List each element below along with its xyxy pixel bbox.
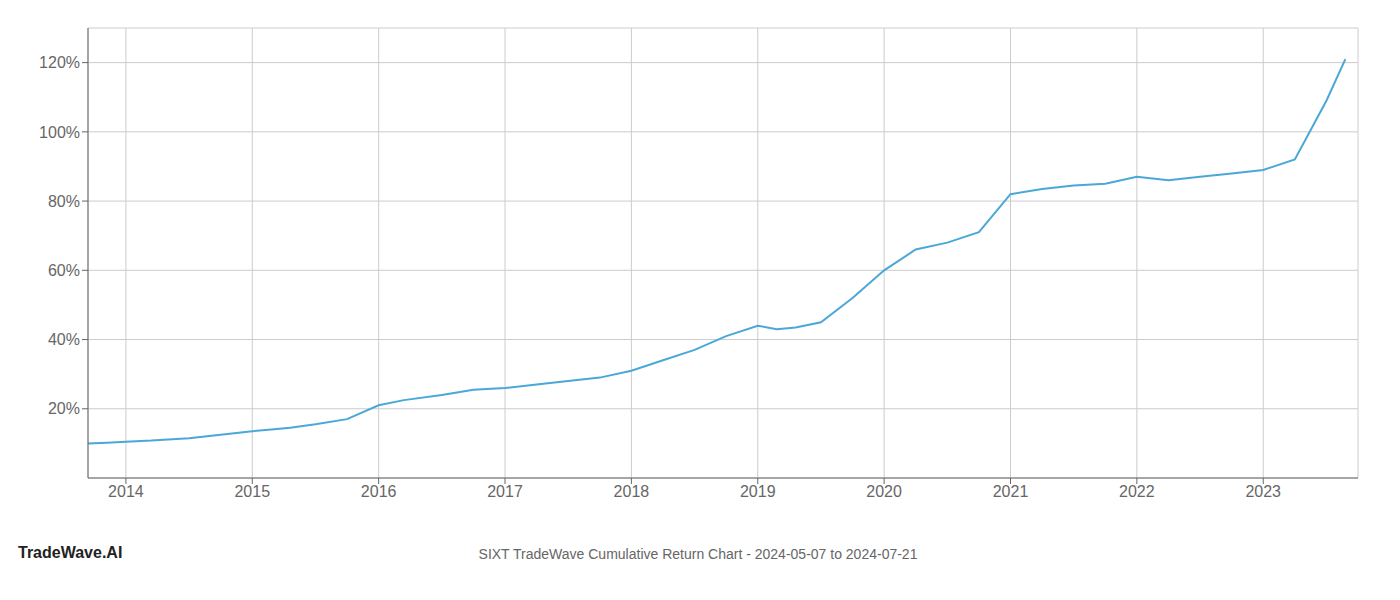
svg-text:2015: 2015 <box>234 483 270 500</box>
svg-text:2016: 2016 <box>361 483 397 500</box>
svg-text:2014: 2014 <box>108 483 144 500</box>
svg-text:120%: 120% <box>39 54 80 71</box>
svg-text:40%: 40% <box>48 331 80 348</box>
html-text:SIXT TradeWave Cumulative Retu: SIXT TradeWave Cumulative Return Chart -… <box>478 546 918 562</box>
svg-text:2019: 2019 <box>740 483 776 500</box>
svg-text:2021: 2021 <box>993 483 1029 500</box>
svg-text:2017: 2017 <box>487 483 523 500</box>
svg-text:60%: 60% <box>48 262 80 279</box>
svg-text:2018: 2018 <box>614 483 650 500</box>
svg-text:2020: 2020 <box>866 483 902 500</box>
html-text:TradeWave.AI: TradeWave.AI <box>18 544 123 561</box>
svg-text:20%: 20% <box>48 400 80 417</box>
svg-text:80%: 80% <box>48 193 80 210</box>
svg-text:100%: 100% <box>39 124 80 141</box>
svg-text:2023: 2023 <box>1245 483 1281 500</box>
svg-text:2022: 2022 <box>1119 483 1155 500</box>
